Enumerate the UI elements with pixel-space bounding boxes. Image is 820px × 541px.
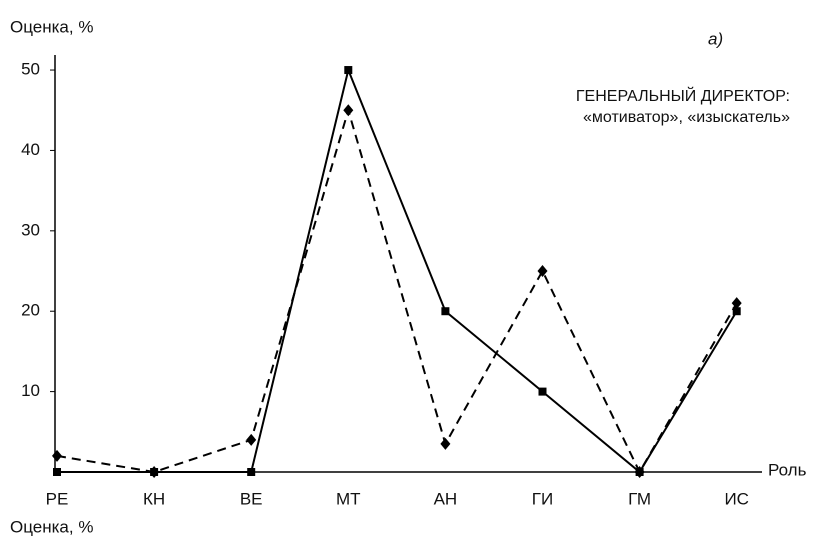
diamond-marker <box>731 297 742 310</box>
x-tick-label: ГИ <box>532 489 553 508</box>
square-marker <box>247 468 256 476</box>
diamond-marker <box>537 265 548 278</box>
annotation: ГЕНЕРАЛЬНЫЙ ДИРЕКТОР: <box>576 86 790 105</box>
x-tick-label: ВЕ <box>240 489 263 508</box>
diamond-marker <box>634 466 645 478</box>
x-tick-label: КН <box>143 489 165 508</box>
y-axis-label: Оценка, % <box>10 17 93 36</box>
diamond-marker <box>149 466 160 478</box>
diamond-marker <box>246 433 257 446</box>
square-marker <box>538 387 547 396</box>
y-tick-label: 20 <box>21 301 40 320</box>
x-tick-label: ГМ <box>628 489 651 508</box>
panel-label: а) <box>708 29 723 48</box>
diamond-marker <box>52 449 62 462</box>
x-tick-label: ИС <box>724 489 749 508</box>
square-marker <box>732 307 741 316</box>
y-tick-label: 10 <box>21 381 40 400</box>
y-tick-label: 30 <box>21 220 40 239</box>
x-axis-label: Роль <box>768 460 807 479</box>
annotation: «мотиватор», «изыскатель» <box>583 109 790 126</box>
x-tick-label: РЕ <box>46 489 69 508</box>
square-marker <box>441 307 450 316</box>
diamond-marker <box>343 104 354 117</box>
diamond-marker <box>440 437 451 450</box>
square-marker <box>53 468 61 476</box>
y-tick-label: 40 <box>21 140 40 159</box>
y-tick-label: 50 <box>21 60 40 79</box>
footer-label: Оценка, % <box>10 517 93 536</box>
square-marker <box>344 66 353 75</box>
series-line <box>57 66 738 474</box>
x-tick-label: АН <box>434 489 458 508</box>
x-tick-label: МТ <box>336 489 361 508</box>
series-line <box>56 106 738 475</box>
